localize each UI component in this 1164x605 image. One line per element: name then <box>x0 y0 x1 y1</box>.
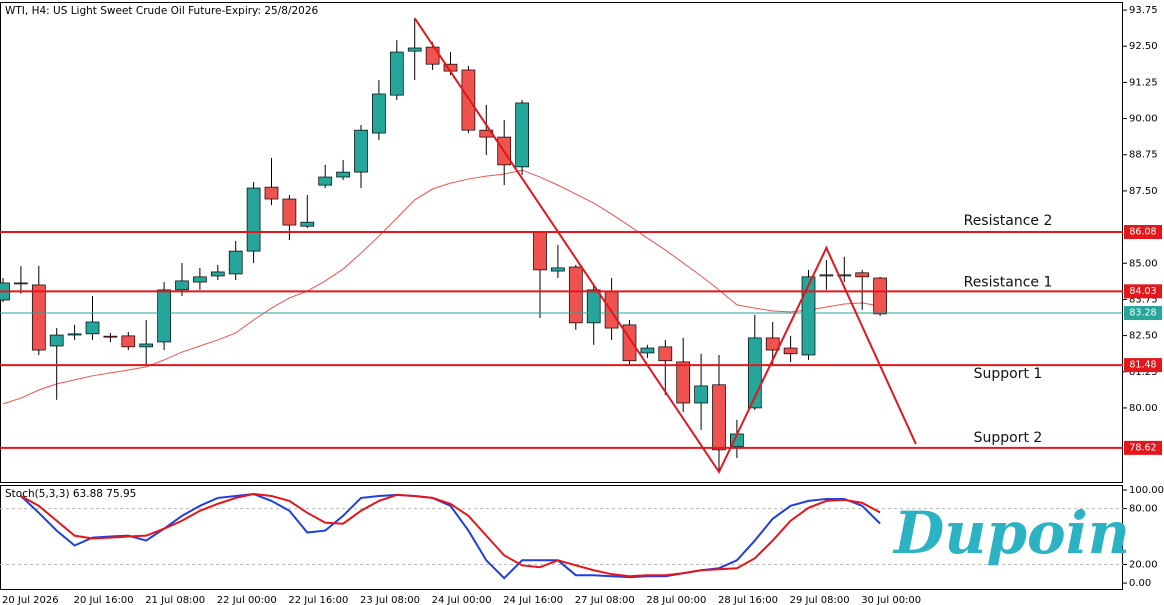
candle-body <box>354 129 368 173</box>
candle-body <box>855 272 870 278</box>
y-tick-label: 93.75 <box>1129 5 1158 16</box>
x-tick-label: 22 Jul 16:00 <box>288 595 348 605</box>
y-tick-label: 100.00 <box>1129 485 1164 496</box>
level-name: Support 1 <box>974 366 1043 382</box>
x-tick-label: 22 Jul 00:00 <box>217 595 277 605</box>
level-price-box <box>1124 306 1162 321</box>
candle-body <box>640 347 655 354</box>
candle-body <box>461 69 476 131</box>
candle-body <box>551 267 565 272</box>
y-tick-label: 85.00 <box>1129 258 1158 269</box>
candle-body <box>783 347 798 355</box>
logo: Dupoin <box>892 499 1130 567</box>
level-price-label: 78.62 <box>1129 442 1156 453</box>
candle-body <box>533 231 547 271</box>
y-tick-label: 90.00 <box>1129 114 1158 125</box>
level-price-label: 83.28 <box>1129 308 1156 319</box>
level-name: Resistance 1 <box>964 274 1053 290</box>
candle-body <box>694 385 708 404</box>
candle-body <box>282 198 297 226</box>
candle-body <box>49 334 64 347</box>
candle-body <box>407 47 422 52</box>
candle-body <box>389 51 404 96</box>
candle-body <box>515 102 529 168</box>
level-price-label: 86.08 <box>1129 227 1156 238</box>
y-tick-label: 91.25 <box>1129 77 1158 88</box>
candle-body <box>425 46 440 65</box>
candle-body <box>765 337 780 351</box>
level-name: Resistance 2 <box>964 213 1053 229</box>
level-price-label: 81.48 <box>1129 360 1156 371</box>
x-tick-label: 24 Jul 00:00 <box>432 595 492 605</box>
stoch-line <box>20 492 881 578</box>
level-price-box <box>1124 440 1162 455</box>
y-tick-label: 20.00 <box>1129 559 1158 570</box>
candle-body <box>210 271 225 277</box>
y-tick-label: 0.00 <box>1129 578 1151 589</box>
x-tick-label: 21 Jul 08:00 <box>145 595 205 605</box>
level-price-label: 84.03 <box>1129 286 1156 297</box>
y-tick-label: 80.00 <box>1129 504 1158 515</box>
candle-body <box>31 284 46 351</box>
candle-body <box>246 187 261 252</box>
candle-body <box>801 276 816 356</box>
x-tick-label: 29 Jul 08:00 <box>790 595 850 605</box>
level-name: Support 2 <box>974 430 1043 446</box>
main-frame <box>0 2 1123 483</box>
candle-body <box>14 282 28 285</box>
x-tick-label: 28 Jul 16:00 <box>718 595 778 605</box>
y-tick-label: 88.75 <box>1129 150 1158 161</box>
candle-body <box>85 321 100 335</box>
candle-body <box>264 186 279 200</box>
candle-body <box>873 277 887 315</box>
candle-body <box>658 346 673 362</box>
y-tick-label: 87.50 <box>1129 186 1158 197</box>
y-tick-label: 83.75 <box>1129 294 1158 305</box>
indicator-title: Stoch(5,3,3) 63.88 75.95 <box>5 488 136 500</box>
candle-body <box>676 361 691 404</box>
candle-body <box>175 280 189 291</box>
candle-body <box>228 250 243 275</box>
candle-body <box>318 176 333 186</box>
candle-body <box>193 276 207 283</box>
x-tick-label: 20 Jul 16:00 <box>74 595 134 605</box>
candle-body <box>586 289 601 324</box>
y-tick-label: 92.50 <box>1129 41 1158 52</box>
y-tick-label: 82.50 <box>1129 331 1158 342</box>
candle-body <box>819 274 834 277</box>
candle-body <box>712 384 726 451</box>
candle-body <box>837 274 852 277</box>
x-tick-label: 20 Jul 2026 <box>2 595 59 605</box>
candle-body <box>568 266 583 324</box>
candle-body <box>121 335 136 348</box>
x-tick-label: 24 Jul 16:00 <box>503 595 563 605</box>
chart-title: WTI, H4: US Light Sweet Crude Oil Future… <box>5 5 319 17</box>
candle-body <box>103 335 118 338</box>
x-tick-label: 30 Jul 00:00 <box>861 595 921 605</box>
level-price-box <box>1124 225 1162 240</box>
x-tick-label: 23 Jul 08:00 <box>360 595 420 605</box>
candle-body <box>67 333 82 336</box>
candle-body <box>336 171 350 178</box>
level-price-box <box>1124 358 1162 373</box>
y-tick-label: 80.00 <box>1129 403 1158 414</box>
candle-body <box>372 93 386 134</box>
sub-frame <box>0 485 1123 590</box>
zigzag-line <box>413 17 917 474</box>
x-tick-label: 27 Jul 08:00 <box>575 595 635 605</box>
x-tick-label: 28 Jul 00:00 <box>646 595 706 605</box>
y-tick-label: 81.25 <box>1129 367 1158 378</box>
candle-body <box>300 221 315 227</box>
candle-body <box>139 343 154 348</box>
level-price-box <box>1124 284 1162 299</box>
candle-body <box>157 289 171 343</box>
